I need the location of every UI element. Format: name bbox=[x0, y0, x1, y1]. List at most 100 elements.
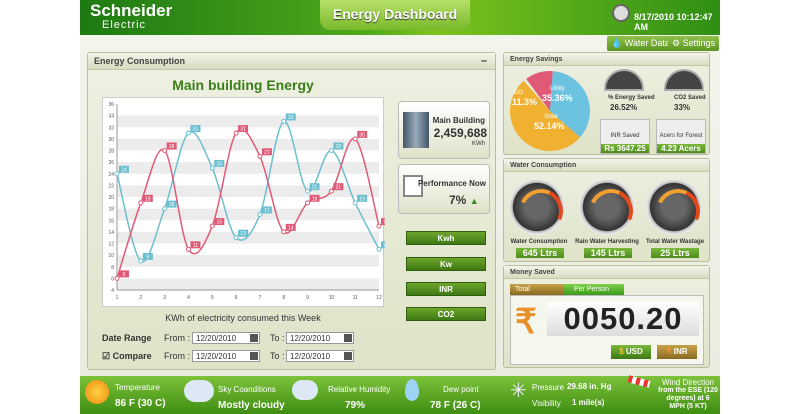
from-date-value: 12/20/2010 bbox=[196, 352, 237, 361]
gauge-value: 645 Ltrs bbox=[516, 248, 564, 258]
performance-label: Performance Now bbox=[417, 179, 486, 188]
data-point bbox=[305, 200, 311, 206]
y-tick-label: 4 bbox=[111, 288, 114, 294]
data-label-box bbox=[261, 148, 272, 156]
data-point bbox=[209, 223, 215, 229]
x-tick-label: 6 bbox=[235, 295, 238, 301]
data-label-box bbox=[238, 229, 249, 237]
data-label-box bbox=[142, 194, 153, 202]
sky-value: Mostly cloudy bbox=[218, 400, 285, 411]
to-date-input[interactable]: 12/20/2010 bbox=[286, 332, 354, 344]
inr-saved-label: INR Saved bbox=[610, 133, 640, 139]
y-tick-label: 8 bbox=[111, 265, 114, 271]
data-label: 18 bbox=[169, 202, 175, 208]
co2-button[interactable]: CO2 bbox=[406, 307, 486, 321]
money-amount: 0050.20 bbox=[547, 302, 699, 336]
calendar-icon[interactable] bbox=[344, 352, 352, 360]
sun-icon bbox=[85, 380, 109, 404]
co2-saved-value: 33% bbox=[674, 103, 691, 112]
forest-label: Acers for Forest bbox=[659, 133, 703, 139]
data-label-box bbox=[166, 200, 177, 208]
wind-label: Wind Direction bbox=[661, 378, 714, 387]
inr-button[interactable]: ₹ INR bbox=[657, 345, 697, 359]
minimize-button[interactable]: – bbox=[480, 55, 487, 67]
y-tick-label: 24 bbox=[108, 172, 114, 178]
logo-sub: Electric bbox=[102, 19, 147, 31]
cloud-icon bbox=[184, 380, 214, 402]
x-tick-label: 9 bbox=[306, 295, 309, 301]
data-label-box bbox=[285, 223, 296, 231]
chart-title: Main building Energy bbox=[172, 77, 314, 93]
data-point bbox=[233, 130, 239, 136]
forest-value: 4.23 Acers bbox=[657, 144, 705, 153]
logo: Schneider Electric bbox=[90, 2, 172, 33]
data-label: 19 bbox=[312, 196, 318, 202]
calendar-icon[interactable] bbox=[250, 352, 258, 360]
pressure-value: 29.68 in. Hg bbox=[567, 382, 612, 391]
data-label: 14 bbox=[288, 225, 294, 231]
y-tick-label: 30 bbox=[108, 137, 114, 143]
compare-checkbox[interactable]: ☑ Compare bbox=[102, 351, 152, 361]
visibility-label: Visibility bbox=[532, 399, 561, 408]
data-label-box bbox=[166, 142, 177, 150]
data-label: 6 bbox=[123, 272, 126, 278]
pie-name-utility: Utility bbox=[550, 86, 565, 92]
data-label: 17 bbox=[264, 208, 270, 214]
compare-from-input[interactable]: 12/20/2010 bbox=[192, 350, 260, 362]
data-point bbox=[185, 246, 191, 252]
dashboard: Schneider Electric Energy Dashboard 8/17/… bbox=[80, 0, 720, 414]
building-icon bbox=[403, 112, 429, 148]
y-tick-label: 18 bbox=[108, 207, 114, 213]
clock-icon bbox=[612, 4, 630, 22]
water-consumption-panel: Water Consumption Water Consumption Rain… bbox=[503, 158, 710, 262]
performance-card: Performance Now 7% ▲ bbox=[398, 164, 490, 214]
water-consumption-gauge bbox=[509, 179, 565, 235]
panel-title: Energy Consumption bbox=[88, 53, 495, 70]
data-point bbox=[352, 136, 358, 142]
inr-button[interactable]: INR bbox=[406, 282, 486, 296]
chart: 4 6 8 10 12 14 16 18 20 22 24 26 28 30 32 34 36 1 2 3 4 5 6 7 8 9… bbox=[102, 97, 391, 307]
from-label: From : bbox=[164, 351, 190, 361]
data-label-box bbox=[261, 206, 272, 214]
pie-label-utility: 35.36% bbox=[542, 93, 573, 103]
usd-label: USD bbox=[625, 347, 643, 356]
energy-savings-panel: Energy Savings DG 11.3% Utility 35.36% S… bbox=[503, 52, 710, 155]
data-label-box bbox=[333, 142, 344, 150]
calendar-icon[interactable] bbox=[344, 334, 352, 342]
data-label: 30 bbox=[359, 132, 365, 138]
data-label-box bbox=[214, 218, 225, 226]
main-building-card: Main Building 2,459,688 KWh bbox=[398, 101, 490, 159]
data-point bbox=[376, 246, 382, 252]
water-data-button[interactable]: 💧 Water Data bbox=[607, 36, 674, 51]
data-point bbox=[185, 130, 191, 136]
x-tick-label: 3 bbox=[163, 295, 166, 301]
date-range-label: Date Range bbox=[102, 333, 152, 343]
settings-button[interactable]: ⚙ Settings bbox=[668, 36, 720, 51]
grid-band bbox=[117, 255, 379, 267]
x-tick-label: 10 bbox=[329, 295, 335, 301]
sky-label: Sky Coanditions bbox=[218, 385, 276, 394]
to-label: To : bbox=[270, 333, 285, 343]
from-date-input[interactable]: 12/20/2010 bbox=[192, 332, 260, 344]
calendar-icon[interactable] bbox=[250, 334, 258, 342]
kwh-button[interactable]: Kwh bbox=[406, 231, 486, 245]
tab-total[interactable]: Total bbox=[510, 284, 568, 295]
data-point bbox=[138, 258, 144, 264]
data-point bbox=[162, 206, 168, 212]
y-tick-label: 28 bbox=[108, 149, 114, 155]
inr-saved-value: Rs 3647.25 bbox=[601, 144, 649, 153]
money-display: ₹ 0050.20 $ USD ₹ INR bbox=[510, 295, 704, 365]
data-label-box bbox=[190, 125, 201, 133]
rupee-icon: ₹ bbox=[666, 347, 672, 356]
kw-button[interactable]: Kw bbox=[406, 257, 486, 271]
data-point bbox=[328, 148, 334, 153]
y-tick-label: 10 bbox=[108, 253, 114, 259]
data-label-box bbox=[238, 125, 249, 133]
tab-per-person[interactable]: Per Person bbox=[564, 284, 624, 295]
to-date-value: 12/20/2010 bbox=[290, 352, 331, 361]
compare-to-input[interactable]: 12/20/2010 bbox=[286, 350, 354, 362]
y-tick-label: 32 bbox=[108, 125, 114, 131]
data-point bbox=[376, 223, 382, 229]
usd-button[interactable]: $ USD bbox=[611, 345, 651, 359]
